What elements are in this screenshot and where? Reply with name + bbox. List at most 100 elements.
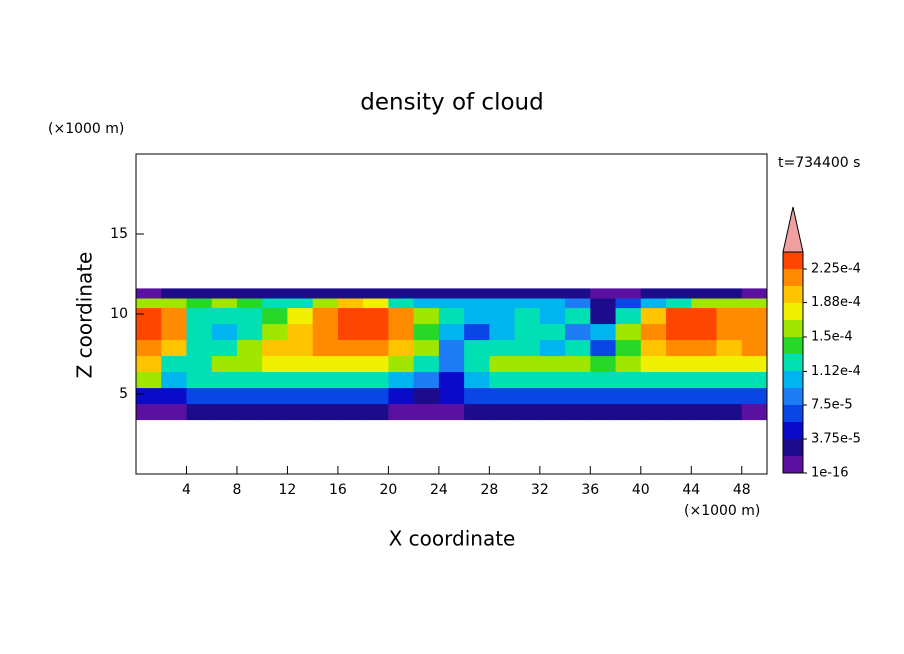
contour-cell (565, 288, 591, 299)
contour-cell (388, 298, 415, 309)
contour-cell (590, 403, 617, 421)
contour-cell (691, 298, 718, 309)
contour-cell (640, 307, 667, 325)
contour-cell (136, 288, 162, 299)
contour-cell (211, 298, 238, 309)
contour-cell (211, 339, 238, 357)
contour-cell (161, 307, 187, 325)
contour-cell (337, 323, 364, 341)
contour-cell (312, 307, 339, 325)
contour-cell (136, 339, 162, 357)
contour-cell (186, 403, 213, 421)
contour-cell (363, 298, 389, 309)
contour-cell (464, 323, 490, 341)
contour-cell (716, 307, 743, 325)
contour-cell (287, 307, 314, 325)
contour-cell (615, 307, 642, 325)
contour-cell (666, 403, 692, 421)
contour-cell (236, 307, 263, 325)
x-axis-label: X coordinate (389, 527, 516, 551)
contour-cell (640, 403, 667, 421)
contour-cell (161, 339, 187, 357)
contour-cell (691, 288, 718, 299)
contour-cell (363, 355, 389, 373)
contour-cell (716, 298, 743, 309)
contour-cell (186, 339, 213, 357)
contour-cell (312, 403, 339, 421)
contour-cell (590, 387, 617, 405)
contour-cell (640, 371, 667, 389)
contour-cell (438, 298, 465, 309)
contour-cell (363, 387, 389, 405)
contour-cell (464, 307, 490, 325)
contour-cell (716, 387, 743, 405)
colorbar-band (783, 252, 803, 269)
contour-cell (161, 371, 187, 389)
contour-cell (539, 339, 566, 357)
contour-cell (539, 323, 566, 341)
contour-cell (539, 298, 566, 309)
contour-cell (640, 323, 667, 341)
contour-cell (363, 371, 389, 389)
contour-cell (590, 298, 617, 309)
contour-cell (565, 339, 591, 357)
contour-cell (388, 371, 415, 389)
time-label: t=734400 s (778, 155, 860, 171)
contour-cell (666, 387, 692, 405)
contour-cell (489, 298, 516, 309)
contour-cell (514, 323, 541, 341)
contour-cell (741, 298, 768, 309)
contour-cell (312, 288, 339, 299)
contour-cell (211, 387, 238, 405)
x-tick-label: 32 (531, 482, 549, 498)
contour-cell (337, 339, 364, 357)
y-axis-label: Z coordinate (73, 252, 97, 379)
colorbar-over (782, 206, 804, 253)
contour-cell (716, 371, 743, 389)
contour-cell (236, 403, 263, 421)
field (136, 288, 768, 421)
contour-cell (262, 288, 288, 299)
contour-cell (615, 288, 642, 299)
contour-cell (363, 403, 389, 421)
contour-cell (287, 403, 314, 421)
contour-cell (312, 339, 339, 357)
contour-cell (590, 355, 617, 373)
contour-cell (438, 339, 465, 357)
contour-cell (211, 403, 238, 421)
x-tick-label: 4 (182, 482, 191, 498)
contour-cell (161, 323, 187, 341)
y-tick-label: 5 (119, 386, 128, 402)
contour-cell (337, 355, 364, 373)
contour-cell (691, 371, 718, 389)
y-unit: (×1000 m) (48, 121, 124, 137)
contour-cell (262, 371, 288, 389)
contour-cell (716, 339, 743, 357)
contour-cell (438, 307, 465, 325)
contour-cell (136, 371, 162, 389)
contour-cell (489, 339, 516, 357)
contour-cell (262, 387, 288, 405)
x-unit: (×1000 m) (684, 503, 760, 519)
contour-cell (136, 298, 162, 309)
contour-cell (438, 288, 465, 299)
colorbar-band (783, 303, 803, 320)
contour-cell (590, 371, 617, 389)
contour-cell (716, 403, 743, 421)
contour-cell (438, 355, 465, 373)
contour-cell (741, 355, 768, 373)
contour-cell (262, 323, 288, 341)
contour-cell (565, 298, 591, 309)
contour-cell (337, 307, 364, 325)
contour-cell (464, 355, 490, 373)
contour-cell (236, 339, 263, 357)
colorbar-band (783, 320, 803, 337)
contour-cell (514, 387, 541, 405)
contour-cell (514, 339, 541, 357)
contour-cell (262, 339, 288, 357)
contour-cell (413, 323, 440, 341)
x-tick-label: 24 (430, 482, 448, 498)
contour-cell (666, 288, 692, 299)
colorbar-band (783, 422, 803, 439)
contour-cell (741, 307, 768, 325)
